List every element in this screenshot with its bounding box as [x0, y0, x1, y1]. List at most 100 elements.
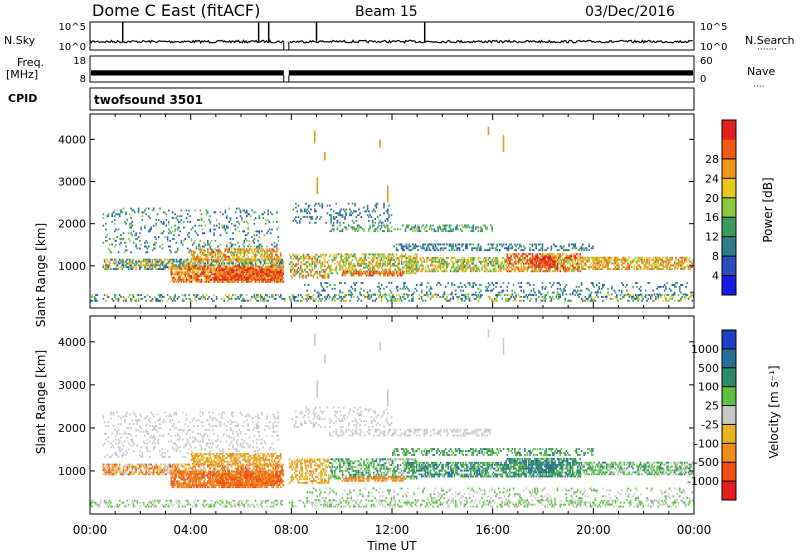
power-cell-4159: [570, 253, 573, 256]
power-cell-4745: [399, 228, 402, 231]
power-cell-776: [149, 266, 151, 269]
power-cell-70: [159, 296, 161, 298]
power-cell-2232: [178, 226, 180, 229]
power-cell-1379: [210, 271, 213, 274]
power-cell-711: [126, 258, 129, 261]
power-cell-4149: [569, 258, 571, 261]
power-cell-3462: [412, 270, 414, 273]
power-cell-1196: [175, 269, 178, 272]
power-cell-2745: [272, 257, 275, 260]
power-cell-1739: [277, 265, 280, 268]
power-cell-2288: [200, 213, 203, 216]
power-cell-603: [652, 299, 655, 302]
power-cell-1516: [236, 277, 238, 279]
power-cell-3802: [506, 260, 509, 263]
power-cell-3117: [366, 266, 369, 269]
power-cell-2217: [174, 251, 176, 254]
power-cell-3518: [429, 270, 432, 273]
power-cell-1325: [200, 273, 203, 276]
power-cell-3028: [346, 257, 349, 260]
power-cell-2940: [325, 253, 327, 256]
power-cell-2350: [225, 232, 228, 235]
power-cell-213: [297, 299, 300, 302]
power-cell-2242: [181, 243, 184, 246]
power-cell-1485: [229, 269, 232, 272]
power-cell-1378: [210, 273, 213, 276]
power-cell-67: [157, 299, 160, 302]
power-cell-2800: [296, 272, 298, 275]
power-cell-192: [277, 294, 280, 296]
power-cell-757: [144, 260, 146, 263]
power-cell-2157: [150, 226, 152, 229]
power-cell-3570: [442, 270, 444, 273]
power-cell-4233: [538, 260, 540, 263]
power-cell-2947: [327, 274, 330, 277]
power-cell-4090: [559, 270, 561, 273]
power-cell-1006: [225, 262, 228, 265]
power-cell-4171: [573, 257, 575, 259]
power-cell-3435: [404, 260, 407, 263]
power-cell-655: [105, 266, 107, 269]
power-cell-17: [107, 296, 110, 298]
power-cell-654: [105, 268, 107, 270]
power-cell-4607: [671, 264, 673, 267]
power-cell-3753: [493, 270, 496, 273]
power-cell-472: [527, 294, 530, 296]
power-cell-327: [392, 296, 394, 298]
power-cell-353: [412, 297, 414, 300]
power-cell-3106: [364, 259, 366, 261]
power-cell-3584: [444, 268, 447, 271]
power-cell-359: [420, 296, 423, 298]
power-cell-2249: [186, 247, 189, 250]
power-cell-1462: [225, 273, 228, 276]
power-cell-56: [146, 294, 149, 296]
power-cell-2883: [314, 267, 316, 269]
power-cell-4723: [376, 226, 379, 229]
power-cell-4053: [553, 270, 555, 273]
power-cell-3914: [527, 253, 530, 256]
power-cell-229: [309, 297, 311, 300]
power-cell-865: [178, 260, 180, 263]
power-cell-2088: [125, 222, 127, 225]
power-cell-2282: [199, 245, 202, 248]
power-cell-2146: [146, 251, 149, 254]
power-cell-4695: [351, 226, 354, 229]
power-cell-502: [558, 297, 560, 300]
power-cell-4659: [687, 266, 690, 269]
power-cell-3559: [439, 268, 442, 271]
power-cell-572: [632, 299, 634, 302]
power-cell-4604: [670, 258, 672, 261]
power-cell-528: [589, 296, 592, 298]
power-cell-4360: [599, 268, 602, 270]
power-cell-4638: [681, 264, 683, 267]
power-cell-596: [647, 297, 649, 300]
power-cell-2210: [171, 238, 174, 240]
power-cell-4128: [565, 257, 568, 259]
power-cell-63: [155, 299, 157, 302]
power-cell-368: [432, 296, 434, 298]
power-cell-4763: [414, 224, 417, 227]
power-cell-1284: [193, 277, 195, 279]
power-cell-4447: [623, 260, 626, 263]
power-cell-3254: [393, 255, 395, 258]
power-cell-4572: [661, 260, 663, 263]
power-cell-162: [254, 296, 257, 298]
power-cell-2262: [190, 228, 193, 231]
power-cell-2958: [330, 270, 332, 273]
power-cell-3623: [457, 268, 459, 271]
power-cell-2089: [125, 213, 127, 216]
power-cell-3831: [512, 268, 515, 271]
power-cell-1498: [232, 265, 234, 268]
power-cell-4176: [574, 260, 577, 263]
power-cell-1557: [244, 280, 247, 283]
power-cell-4945: [449, 243, 452, 246]
power-cell-2181: [161, 247, 164, 250]
power-cell-1083: [251, 262, 253, 265]
power-cell-4610: [672, 264, 675, 267]
power-cell-2837: [303, 269, 306, 271]
power-cell-2813: [298, 276, 301, 279]
power-cell-1313: [198, 278, 200, 281]
power-cell-1238: [184, 267, 186, 270]
power-cell-2713: [263, 259, 266, 262]
power-cell-4806: [446, 224, 448, 227]
